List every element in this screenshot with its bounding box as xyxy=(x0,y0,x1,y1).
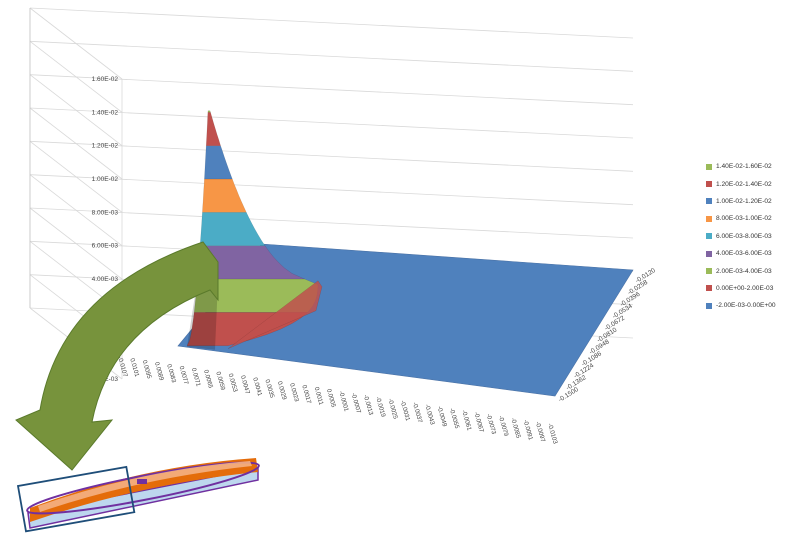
legend-entry: -2.00E-03-0.00E+00 xyxy=(706,297,776,314)
legend-entry: 1.40E-02-1.60E-02 xyxy=(706,158,776,175)
x-axis-tick-label: 0.0023 xyxy=(288,382,300,403)
x-axis-tick-label: -0.0085 xyxy=(509,417,522,440)
surface-band xyxy=(199,212,266,246)
x-axis-tick-label: -0.0097 xyxy=(534,421,547,444)
x-axis-tick-label: 0.0101 xyxy=(128,358,140,379)
legend-label: 1.00E-02-1.20E-02 xyxy=(716,197,772,205)
legend-label: -2.00E-03-0.00E+00 xyxy=(716,302,776,310)
x-axis-tick-label: 0.0047 xyxy=(239,375,251,396)
x-axis-tick-label: 0.0089 xyxy=(153,361,165,382)
z-axis-tick-label: 1.60E-02 xyxy=(92,76,119,83)
legend-entry: 2.00E-03-4.00E-03 xyxy=(706,262,776,279)
x-axis-tick-label: -0.0019 xyxy=(374,396,387,419)
x-axis-tick-label: -0.0001 xyxy=(337,390,350,413)
legend-entry: 8.00E-03-1.00E-02 xyxy=(706,210,776,227)
back-wall-gridline xyxy=(29,140,634,172)
x-axis-tick-label: 0.0053 xyxy=(227,373,239,394)
x-axis-tick-label: 0.0065 xyxy=(202,369,214,390)
x-axis-tick-label: -0.0091 xyxy=(522,419,535,442)
legend-entry: 4.00E-03-6.00E-03 xyxy=(706,245,776,262)
legend-entry: 1.00E-02-1.20E-02 xyxy=(706,193,776,210)
disc-marker xyxy=(137,479,147,484)
z-axis-tick-label: 8.00E-03 xyxy=(92,209,119,216)
x-axis-tick-label: -0.0031 xyxy=(399,400,412,423)
x-axis-tick-label: 0.0005 xyxy=(325,388,337,409)
x-axis-tick-label: -0.0055 xyxy=(448,407,461,430)
legend-swatch xyxy=(706,233,712,240)
x-axis-tick-label: 0.0083 xyxy=(165,363,177,384)
back-wall-gridline xyxy=(29,40,634,72)
x-axis-tick-label: -0.0007 xyxy=(350,392,363,415)
legend-label: 0.00E+00-2.00E-03 xyxy=(716,284,774,292)
legend-label: 2.00E-03-4.00E-03 xyxy=(716,267,772,275)
x-axis-tick-label: -0.0049 xyxy=(436,405,449,428)
x-axis-tick-label: 0.0041 xyxy=(251,377,263,398)
disc-outline xyxy=(26,461,260,515)
x-axis-tick-label: -0.0037 xyxy=(411,401,424,424)
back-wall-gridline xyxy=(29,74,634,106)
x-axis-tick-label: -0.0079 xyxy=(497,415,510,438)
surface-band xyxy=(204,145,233,180)
legend-swatch xyxy=(706,268,712,275)
spike-shadow-face xyxy=(187,279,218,350)
x-axis-tick-label: -0.0043 xyxy=(423,404,436,427)
disc-base-layer xyxy=(27,467,259,529)
z-axis-tick-label: 1.00E-02 xyxy=(92,176,119,183)
x-axis-tick-label: -0.0067 xyxy=(472,411,485,434)
legend-swatch xyxy=(706,285,712,292)
x-axis-tick-label: -0.0103 xyxy=(546,423,559,446)
x-axis-tick-label: 0.0071 xyxy=(190,367,202,388)
x-axis-tick-label: -0.0061 xyxy=(460,409,473,432)
x-axis-tick-label: -0.0025 xyxy=(386,398,399,421)
legend-swatch xyxy=(706,163,712,170)
z-axis-tick-label: 4.00E-03 xyxy=(92,276,119,283)
legend-swatch xyxy=(706,302,712,309)
back-wall-gridline xyxy=(29,7,634,39)
disc-highlight-box xyxy=(16,465,136,533)
x-axis-tick-label: -0.0013 xyxy=(362,394,375,417)
legend-label: 4.00E-03-6.00E-03 xyxy=(716,250,772,258)
surface-band xyxy=(202,178,247,213)
legend-entry: 6.00E-03-8.00E-03 xyxy=(706,228,776,245)
x-axis-tick-label: 0.0059 xyxy=(214,371,226,392)
x-axis-tick-label: 0.0077 xyxy=(178,365,190,386)
surface-band xyxy=(207,110,211,113)
disc-lid-layer xyxy=(38,461,252,512)
x-axis-tick-label: 0.0011 xyxy=(313,386,325,406)
z-axis-tick-label: 6.00E-03 xyxy=(92,243,119,250)
legend-swatch xyxy=(706,250,712,257)
x-axis-tick-label: 0.0095 xyxy=(141,359,153,380)
legend-swatch xyxy=(706,198,712,205)
chart-legend: 1.40E-02-1.60E-02 1.20E-02-1.40E-02 1.00E-… xyxy=(706,158,776,315)
legend-label: 1.40E-02-1.60E-02 xyxy=(716,163,772,171)
x-axis-tick-label: 0.0029 xyxy=(276,381,288,402)
disc-top-layer xyxy=(30,458,258,522)
surface-ridge-side xyxy=(227,280,323,349)
x-axis-tick-label: -0.0073 xyxy=(485,413,498,436)
legend-swatch xyxy=(706,215,712,222)
legend-label: 8.00E-03-1.00E-02 xyxy=(716,215,772,223)
z-axis-tick-label: 1.20E-02 xyxy=(92,143,119,150)
legend-label: 1.20E-02-1.40E-02 xyxy=(716,180,772,188)
back-wall-gridline xyxy=(29,207,634,239)
x-axis-tick-label: 0.0017 xyxy=(300,384,312,405)
legend-entry: 0.00E+00-2.00E-03 xyxy=(706,280,776,297)
back-wall-gridline xyxy=(29,174,634,206)
back-wall-gridline xyxy=(29,107,634,139)
legend-label: 6.00E-03-8.00E-03 xyxy=(716,232,772,240)
legend-swatch xyxy=(706,181,712,188)
z-axis-tick-label: 1.40E-02 xyxy=(92,109,119,116)
x-axis-tick-label: 0.0035 xyxy=(264,379,276,400)
legend-entry: 1.20E-02-1.40E-02 xyxy=(706,175,776,192)
curved-arrow-annotation xyxy=(15,241,219,471)
